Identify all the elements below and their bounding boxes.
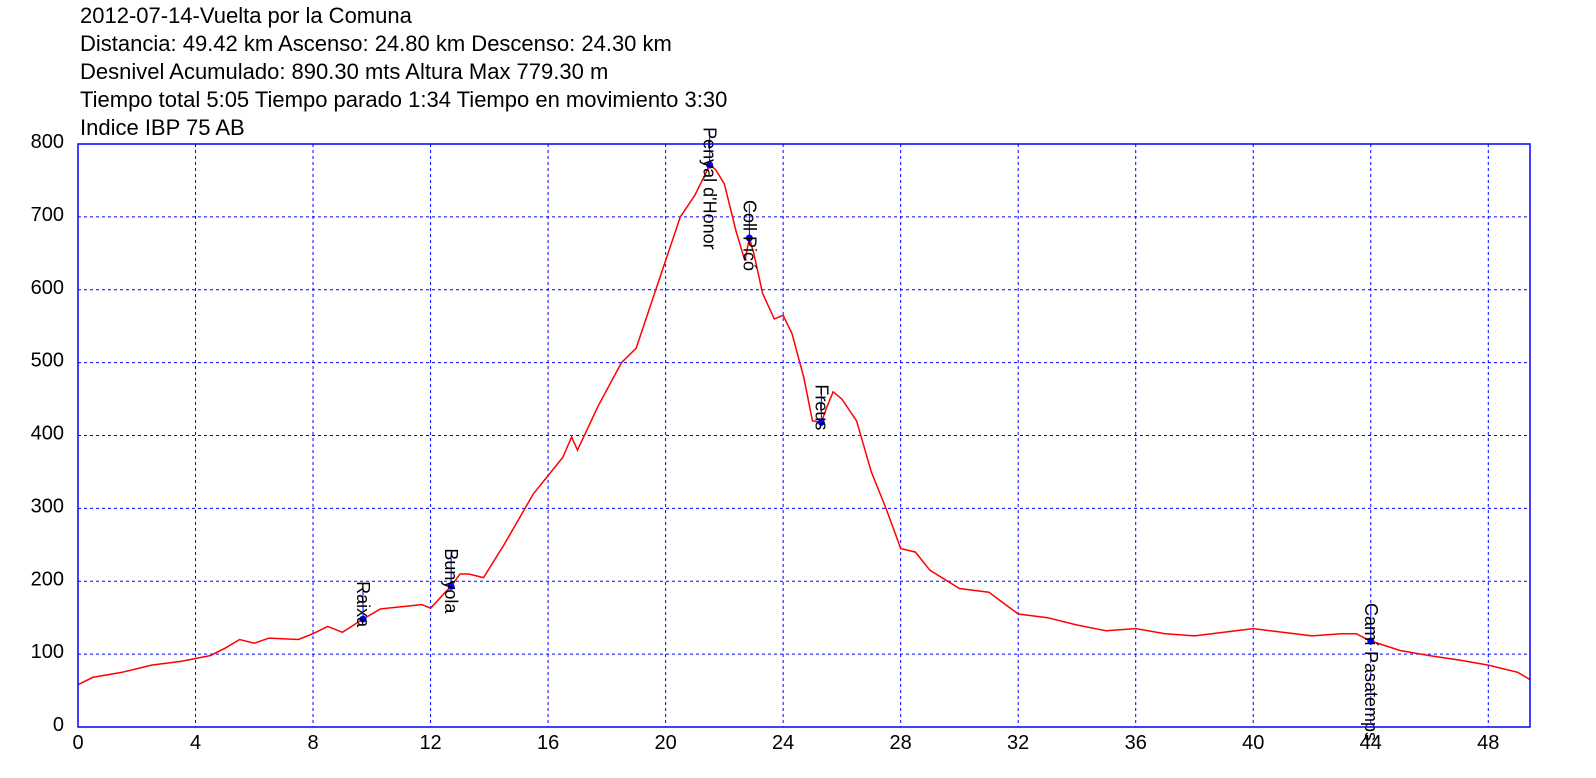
x-tick-label: 16 bbox=[537, 732, 559, 754]
waypoint-marker bbox=[706, 161, 714, 169]
waypoint: Camí Pasatemps bbox=[1361, 603, 1381, 741]
waypoint-marker bbox=[745, 234, 753, 242]
y-tick-label: 500 bbox=[31, 350, 64, 372]
track-title: 2012-07-14-Vuelta por la Comuna bbox=[80, 3, 412, 28]
distance-summary: Distancia: 49.42 km Ascenso: 24.80 km De… bbox=[80, 31, 672, 56]
waypoint-label: Raixa bbox=[353, 581, 373, 628]
x-tick-label: 40 bbox=[1242, 732, 1264, 754]
waypoint-label: Camí Pasatemps bbox=[1361, 603, 1381, 741]
y-tick-label: 300 bbox=[31, 495, 64, 517]
x-tick-label: 28 bbox=[890, 732, 912, 754]
x-tick-label: 0 bbox=[72, 732, 83, 754]
x-tick-label: 12 bbox=[419, 732, 441, 754]
y-tick-label: 800 bbox=[31, 131, 64, 153]
y-tick-label: 600 bbox=[31, 277, 64, 299]
waypoint-marker bbox=[447, 582, 455, 590]
time-summary: Tiempo total 5:05 Tiempo parado 1:34 Tie… bbox=[80, 87, 728, 112]
y-tick-label: 700 bbox=[31, 204, 64, 226]
x-tick-label: 44 bbox=[1360, 732, 1382, 754]
waypoint: Coll Picó bbox=[739, 200, 759, 271]
waypoint-label: Bunyola bbox=[441, 548, 461, 614]
waypoint-label: Coll Picó bbox=[739, 200, 759, 271]
y-tick-label: 0 bbox=[53, 714, 64, 736]
waypoint: Raixa bbox=[353, 581, 373, 628]
x-tick-label: 36 bbox=[1125, 732, 1147, 754]
waypoint-marker bbox=[817, 418, 825, 426]
elevation-profile-line bbox=[77, 163, 1531, 686]
waypoint-label: Freus bbox=[811, 384, 831, 430]
grid-lines bbox=[78, 144, 1530, 727]
y-tick-label: 200 bbox=[31, 568, 64, 590]
x-tick-label: 8 bbox=[307, 732, 318, 754]
plot-frame bbox=[77, 143, 1531, 728]
waypoint-marker bbox=[359, 615, 367, 623]
y-tick-label: 100 bbox=[31, 641, 64, 663]
ibp-index: Indice IBP 75 AB bbox=[80, 115, 245, 140]
x-tick-label: 48 bbox=[1477, 732, 1499, 754]
waypoint: Bunyola bbox=[441, 548, 461, 614]
x-tick-label: 32 bbox=[1007, 732, 1029, 754]
y-tick-label: 400 bbox=[31, 423, 64, 445]
y-axis-ticks: 0 100 200 300 400 500 600 700 800 bbox=[31, 131, 64, 736]
waypoint-markers: Raixa Bunyola Penyal d'Honor Coll Picó Freus… bbox=[353, 127, 1381, 741]
x-tick-label: 20 bbox=[654, 732, 676, 754]
waypoint-label: Penyal d'Honor bbox=[700, 127, 720, 250]
x-tick-label: 4 bbox=[190, 732, 201, 754]
x-tick-label: 24 bbox=[772, 732, 794, 754]
x-axis-ticks: 0 4 8 12 16 20 24 28 32 36 40 44 48 bbox=[72, 732, 1499, 754]
waypoint: Penyal d'Honor bbox=[700, 127, 720, 250]
waypoint-marker bbox=[1367, 637, 1375, 645]
chart-header: 2012-07-14-Vuelta por la Comuna Distanci… bbox=[80, 2, 727, 142]
waypoint: Freus bbox=[811, 384, 831, 430]
elevation-summary: Desnivel Acumulado: 890.30 mts Altura Ma… bbox=[80, 59, 609, 84]
